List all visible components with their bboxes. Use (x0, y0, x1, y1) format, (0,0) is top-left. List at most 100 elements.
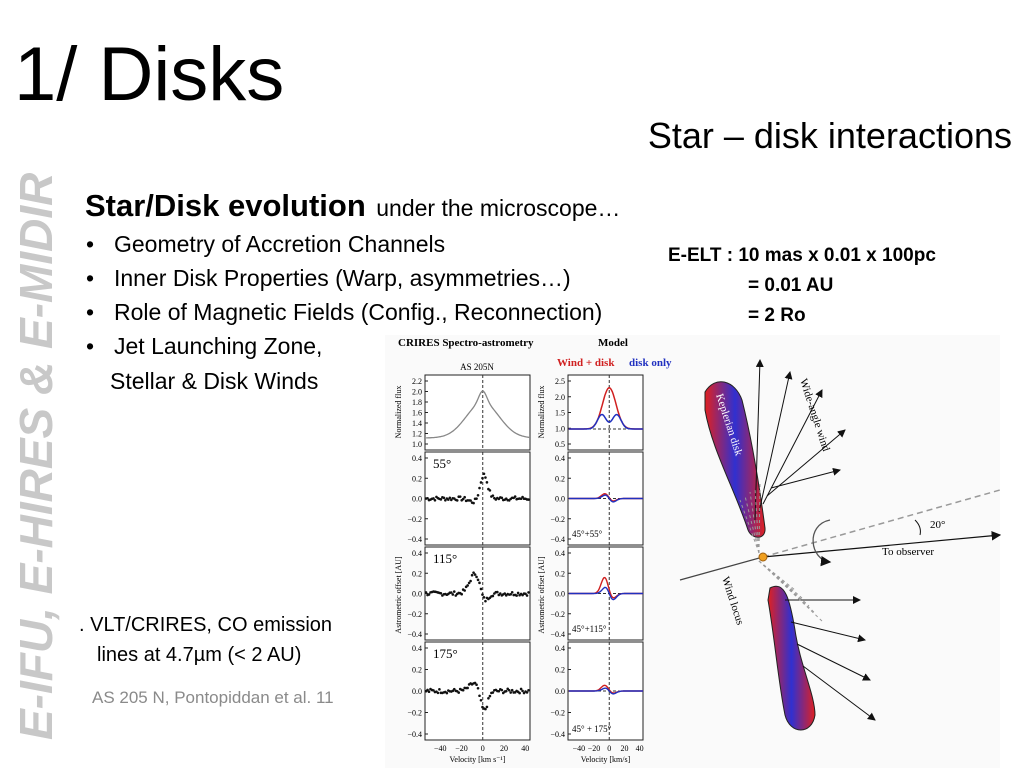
data-point (510, 590, 514, 594)
y-tick-label: 0.0 (412, 590, 422, 599)
bullet-dot: • (86, 265, 94, 291)
eelt-line: = 0.01 AU (748, 275, 833, 296)
y-tick-label: −0.2 (407, 610, 422, 619)
x-tick-label: 0 (607, 744, 611, 753)
data-point (496, 590, 499, 594)
panel-angle: 45° + 175° (572, 724, 612, 734)
data-point (439, 591, 443, 595)
model-curve-disk (568, 687, 643, 695)
y-tick-label: 0.4 (412, 454, 422, 463)
x-tick-label: −20 (588, 744, 601, 753)
data-point (424, 591, 428, 594)
data-point (491, 691, 495, 694)
data-point (473, 681, 477, 685)
x-tick-label: 20 (620, 744, 628, 753)
data-point (481, 593, 484, 596)
y-tick-label: 0.2 (555, 474, 565, 483)
x-tick-label: 40 (636, 744, 644, 753)
keplerian-disk (704, 381, 766, 538)
x-tick-label: 40 (521, 744, 529, 753)
panel-angle: 45°+55° (572, 529, 603, 539)
wind-locus (744, 495, 760, 554)
bullet-dot: • (86, 333, 94, 359)
data-point (485, 705, 489, 709)
data-point (479, 481, 483, 484)
data-point (484, 707, 487, 711)
y-axis-label: Astrometric offset [AU] (537, 556, 546, 634)
y-tick-label: −0.2 (550, 610, 565, 619)
data-point (481, 476, 484, 480)
data-point (518, 691, 521, 695)
keplerian-disk (767, 585, 816, 731)
data-point (447, 498, 450, 501)
wind-arrow (802, 665, 876, 721)
data-point (478, 486, 481, 490)
y-tick-label: −0.4 (407, 730, 422, 739)
x-tick-label: 0 (481, 744, 485, 753)
observer-line (679, 556, 764, 581)
data-point (463, 589, 466, 592)
panel-frame (567, 374, 644, 451)
data-point (500, 688, 504, 692)
eelt-line: = 2 Ro (748, 305, 806, 326)
observer-label: To observer (882, 546, 934, 558)
y-tick-label: −0.4 (407, 630, 422, 639)
data-point (449, 498, 453, 502)
data-point (458, 495, 462, 498)
data-point (482, 596, 486, 599)
object-name: AS 205N (460, 362, 494, 372)
model-curve-disk (568, 413, 643, 430)
heading-bold: Star/Disk evolution (85, 188, 366, 223)
wind-arrow (758, 371, 793, 513)
y-tick-label: −0.2 (407, 709, 422, 718)
x-tick-label: −40 (434, 744, 447, 753)
model-curve-disk (568, 586, 643, 601)
data-point (491, 494, 495, 497)
data-point (476, 686, 480, 690)
bullet-text: Role of Magnetic Fields (Config., Reconn… (114, 299, 602, 325)
data-point (509, 691, 512, 694)
bullet-text: Inner Disk Properties (Warp, asymmetries… (114, 265, 571, 291)
bullet-list: • Geometry of Accretion Channels • Inner Di… (86, 231, 602, 359)
data-point (488, 489, 492, 492)
bullet-continuation: Stellar & Disk Winds (110, 368, 318, 394)
data-point (484, 476, 487, 479)
x-tick-label: −20 (455, 744, 468, 753)
wind-locus (754, 487, 760, 554)
y-tick-label: 2.0 (555, 393, 565, 402)
data-point (482, 472, 486, 476)
data-point (475, 575, 478, 579)
legend-entry: disk only (629, 357, 672, 369)
y-tick-label: 1.0 (412, 440, 422, 449)
y-tick-label: 0.2 (412, 474, 422, 483)
data-point (525, 594, 529, 597)
y-tick-label: −0.4 (407, 535, 422, 544)
data-point (436, 691, 440, 695)
data-point (476, 578, 480, 582)
data-point (442, 496, 446, 500)
data-point (433, 498, 437, 502)
y-tick-label: 0.4 (555, 549, 565, 558)
observer-line (762, 489, 1001, 558)
x-axis-label: Velocity [km s⁻¹] (450, 755, 506, 764)
y-tick-label: −0.4 (550, 630, 565, 639)
panel-angle: 175° (433, 646, 458, 661)
data-point (426, 496, 429, 500)
wind-arrow (796, 643, 871, 681)
side-label: E-IFU, E-HIRES & E-MIDIR (10, 173, 62, 740)
data-point (438, 688, 441, 691)
x-axis-label: Velocity [km/s] (581, 755, 631, 764)
data-point (527, 498, 530, 501)
panel-angle: 115° (433, 551, 457, 566)
y-axis-label: Normalized flux (537, 386, 546, 439)
panel-angle: 55° (433, 456, 451, 471)
wind-arrow (766, 429, 846, 497)
data-point (519, 687, 523, 691)
data-point (516, 591, 520, 595)
data-point (488, 694, 492, 698)
x-tick-label: −40 (573, 744, 586, 753)
data-point (466, 584, 469, 587)
y-tick-label: 2.2 (412, 377, 422, 386)
data-point (472, 571, 475, 574)
data-point (500, 496, 504, 500)
